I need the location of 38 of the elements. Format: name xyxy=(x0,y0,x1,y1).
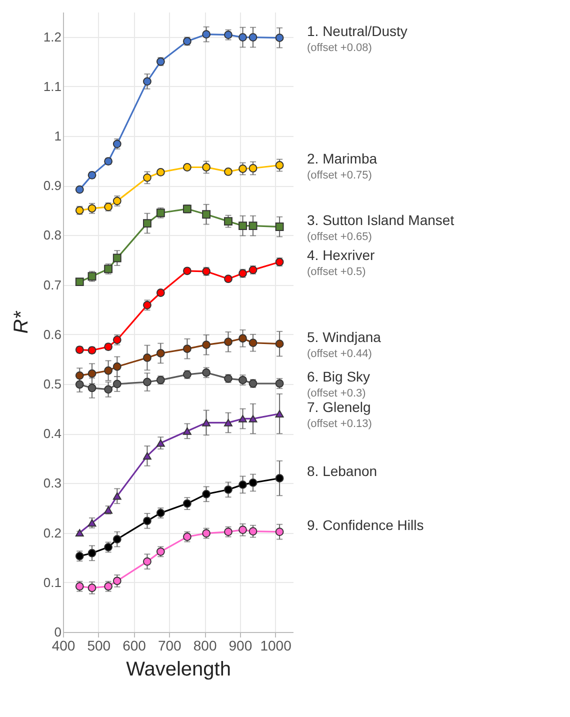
y-tick-label: 0.4 xyxy=(43,426,62,442)
y-tick-label: 0.2 xyxy=(43,525,62,540)
series-label: 4. Hexriver xyxy=(307,246,376,263)
series-label: 5. Windjana xyxy=(307,328,382,345)
y-tick-label: 0.3 xyxy=(43,476,62,491)
y-tick-label: 0.6 xyxy=(43,326,62,342)
series-label: 2. Marimba xyxy=(307,150,378,166)
x-tick-label: 400 xyxy=(52,638,76,654)
x-tick-label: 700 xyxy=(158,638,182,654)
y-tick-label: 0.9 xyxy=(43,178,62,194)
text: (offset +0.3) xyxy=(307,388,366,400)
series-label: 6. Big Sky xyxy=(307,368,370,385)
text: (offset +0.13) xyxy=(307,418,372,430)
y-tick-label: 0.7 xyxy=(43,277,62,292)
text: (offset +0.75) xyxy=(307,169,372,182)
x-tick-label: 900 xyxy=(228,638,252,654)
x-tick-label: 1000 xyxy=(260,638,292,654)
series-label: 3. Sutton Island Manset xyxy=(307,212,454,228)
text: (offset +0.65) xyxy=(307,230,372,243)
series-label: 7. Glenelg xyxy=(307,398,371,415)
y-axis-title: R* xyxy=(10,310,32,334)
text: (offset +0.44) xyxy=(307,348,372,360)
y-tick-label: 0.1 xyxy=(43,574,62,590)
y-tick-label: 1.1 xyxy=(43,78,62,94)
text: (offset +0.08) xyxy=(307,42,372,54)
y-tick-label: 1 xyxy=(54,128,62,144)
series-label: 8. Lebanon xyxy=(307,463,378,480)
series-label: 9. Confidence Hills xyxy=(307,516,424,533)
x-tick-label: 500 xyxy=(87,638,111,654)
y-tick-label: 0.5 xyxy=(43,376,62,392)
x-tick-label: 800 xyxy=(193,638,217,654)
x-axis-title: Wavelength xyxy=(126,658,231,680)
x-tick-label: 600 xyxy=(122,638,146,654)
y-tick-label: 0.8 xyxy=(43,228,62,243)
series-label: 1. Neutral/Dusty xyxy=(307,22,408,39)
text: (offset +0.5) xyxy=(307,266,366,278)
y-tick-label: 0 xyxy=(54,624,62,640)
y-tick-label: 1.2 xyxy=(43,29,62,44)
